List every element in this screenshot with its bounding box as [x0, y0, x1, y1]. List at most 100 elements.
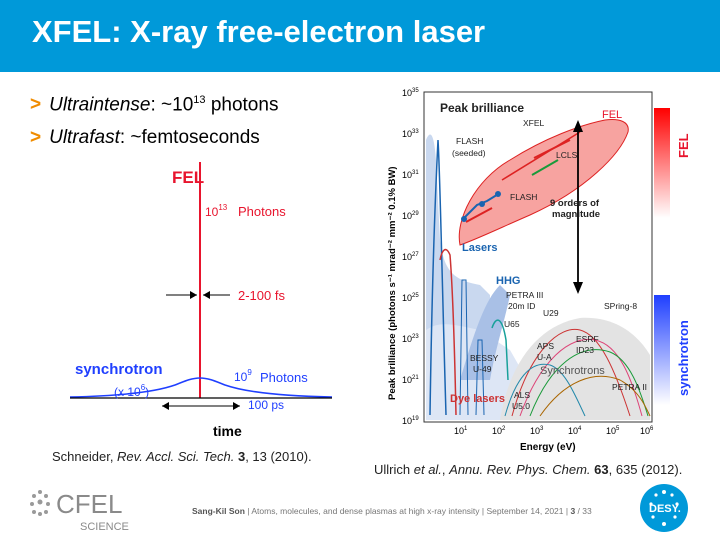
bessy-label-1: BESSY [470, 353, 499, 363]
x-ticks: 101 102 103 104 105 106 [454, 426, 654, 436]
sync-gradient-bar [654, 295, 670, 405]
lcls-curve [531, 159, 559, 176]
desy-logo-circle [640, 484, 688, 532]
x-tick-label: 106 [640, 426, 654, 436]
bullet-term: Ultrafast [49, 127, 120, 148]
bullet-exponent: 13 [193, 94, 206, 106]
aps-label-1: APS [537, 341, 554, 351]
sync-curve [539, 375, 651, 417]
cfel-logo-text: CFEL [56, 489, 122, 519]
sync-photons-exponent: 109 [234, 368, 252, 384]
bullet-text: : ~10 [150, 94, 194, 116]
flash-point [479, 201, 485, 207]
xfel-label: XFEL [523, 118, 545, 128]
bessy-label-2: U-49 [473, 364, 492, 374]
slide-header: XFEL: X-ray free-electron laser [0, 0, 720, 72]
fel-photons-label: Photons [238, 204, 286, 219]
aps-label-2: U-A [537, 352, 552, 362]
right-citation: Ullrich et al., Annu. Rev. Phys. Chem. 6… [374, 462, 683, 477]
sync-photons-label: Photons [260, 370, 308, 385]
left-citation: Schneider, Rev. Accl. Sci. Tech. 3, 13 (… [52, 449, 312, 464]
laser-spike [459, 279, 469, 416]
sync-curve [519, 338, 643, 417]
sync-factor: (x 106) [114, 383, 149, 399]
orders-arrowhead-up [573, 120, 583, 132]
x-tick-label: 103 [530, 426, 544, 436]
laser-spike [475, 339, 485, 416]
dye-lasers-label: Dye lasers [450, 393, 505, 405]
fel-duration-label: 2-100 fs [238, 288, 285, 303]
flash-seeded-curve [465, 207, 493, 223]
hhg-label: HHG [496, 275, 520, 287]
u29-label: U29 [543, 308, 559, 318]
brilliance-figure: 1035 1033 1031 1029 1027 1025 1023 1021 … [387, 88, 691, 453]
flash-label: FLASH [510, 192, 537, 202]
spring8-label: SPring-8 [604, 301, 637, 311]
fel-label: FEL [172, 168, 204, 187]
y-tick-label: 1019 [402, 416, 419, 426]
ps-arrowhead-right [233, 402, 240, 410]
time-axis-label: time [213, 423, 242, 439]
slide-footer: Sang-Kil Son | Atoms, molecules, and den… [192, 506, 592, 516]
synchrotrons-label: Synchrotrons [540, 365, 605, 377]
x-tick-label: 105 [606, 426, 620, 436]
y-tick-label: 1029 [402, 211, 419, 221]
cfel-logo-subtext: SCIENCE [80, 521, 129, 533]
y-tick-label: 1035 [402, 88, 419, 98]
bullet-text-end: photons [205, 94, 279, 116]
fel-photons-exponent: 1013 [205, 203, 228, 219]
laser-spike [429, 139, 447, 416]
slide-title: XFEL: X-ray free-electron laser [32, 14, 486, 49]
cfel-logo: CFEL SCIENCE [30, 489, 129, 533]
y-tick-label: 1025 [402, 293, 419, 303]
als-label-2: U5.0 [512, 401, 530, 411]
petra3-label-2: 20m ID [508, 301, 535, 311]
orders-label-2: magnitude [552, 209, 600, 220]
bullet-marker: > [30, 127, 42, 148]
desy-logo-text: DESY. [649, 503, 681, 515]
y-tick-label: 1033 [402, 129, 419, 139]
side-fel-label: FEL [676, 133, 691, 158]
fel-region [458, 119, 629, 246]
desy-dots-icon [649, 490, 679, 526]
fel-plot-label: FEL [602, 109, 622, 121]
x-tick-label: 101 [454, 426, 468, 436]
side-sync-label: synchrotron [676, 320, 691, 396]
lcls-label: LCLS [556, 150, 578, 160]
flash-point [495, 191, 501, 197]
petra3-label-1: PETRA III [506, 290, 543, 300]
fs-arrowhead-right [203, 291, 210, 299]
bullet-ultrafast: > Ultrafast: ~femtoseconds [30, 127, 260, 149]
orders-label-1: 9 orders of [550, 198, 600, 209]
als-label-1: ALS [514, 390, 530, 400]
y-tick-label: 1031 [402, 170, 419, 180]
desy-logo: DESY. [640, 484, 688, 532]
sync-curve [504, 363, 586, 417]
synchrotron-region [500, 317, 650, 420]
lasers-label: Lasers [462, 242, 497, 254]
x-tick-label: 102 [492, 426, 506, 436]
y-tick-label: 1027 [402, 252, 419, 262]
flash-seeded-label-1: FLASH [456, 136, 483, 146]
ps-arrowhead-left [162, 402, 169, 410]
flash-point [461, 216, 467, 222]
fs-arrowhead-left [190, 291, 197, 299]
dye-laser-curve [439, 248, 457, 416]
hhg-curve [491, 319, 509, 381]
orders-arrowhead-down [573, 282, 583, 294]
x-tick-label: 104 [568, 426, 582, 436]
sync-label: synchrotron [75, 361, 163, 378]
bullet-ultraintense: > Ultraintense: ~1013 photons [30, 94, 278, 116]
y-tick-label: 1021 [402, 375, 419, 385]
flash-seeded-label-2: (seeded) [452, 148, 486, 158]
u65-label: U65 [504, 319, 520, 329]
esrf-label-2: ID23 [576, 345, 594, 355]
x-axis-label: Energy (eV) [520, 442, 576, 453]
fel-gradient-bar [654, 108, 670, 218]
bullet-text: : ~femtoseconds [119, 127, 260, 148]
esrf-label-1: ESRF [576, 334, 599, 344]
sync-pulse-curve [69, 377, 333, 398]
pulse-comparison-figure: FEL 1013 Photons 2-100 fs synchrotron (x… [69, 162, 333, 439]
bullet-marker: > [30, 94, 42, 116]
sync-curve [529, 349, 649, 417]
